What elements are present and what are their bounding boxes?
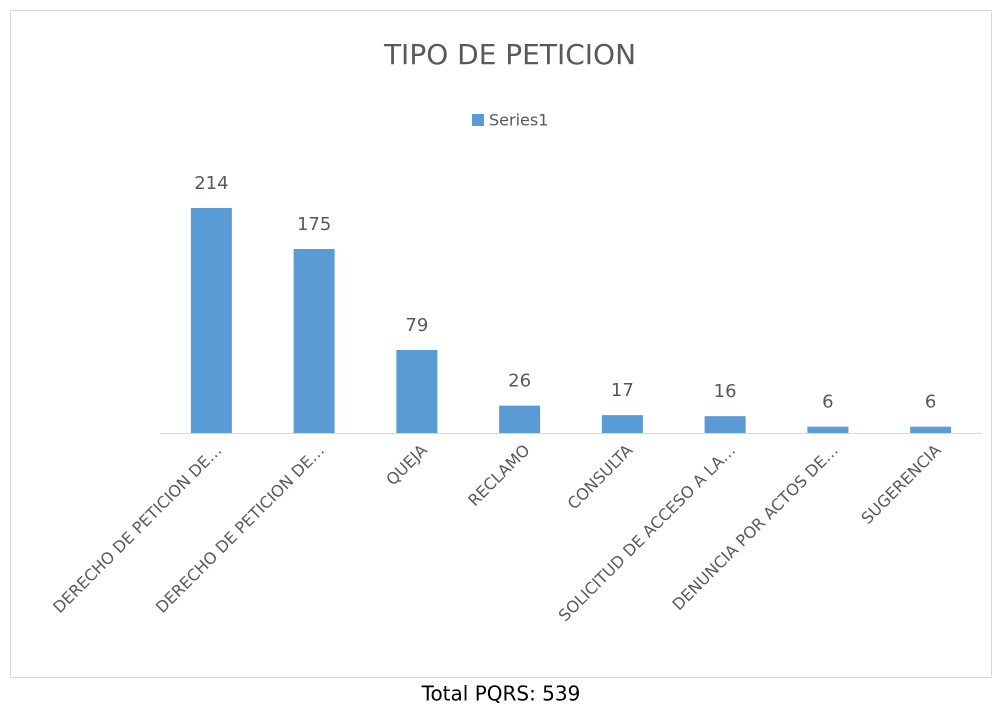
chart-frame (10, 10, 992, 678)
data-label: 16 (714, 381, 737, 402)
bar (293, 249, 335, 433)
legend-swatch (472, 114, 484, 126)
data-label: 214 (194, 173, 228, 194)
bar (601, 415, 643, 433)
bar (704, 416, 746, 433)
data-label: 6 (925, 392, 936, 413)
bar (807, 426, 849, 433)
data-label: 17 (611, 380, 634, 401)
data-label: 6 (822, 392, 833, 413)
legend-label: Series1 (489, 111, 548, 130)
bar (499, 405, 541, 433)
footer: Total PQRS: 539 (421, 682, 581, 706)
data-label: 175 (297, 214, 331, 235)
bar (396, 349, 438, 433)
chart-title: TIPO DE PETICION (383, 38, 636, 71)
bar (190, 208, 232, 433)
data-label: 26 (508, 371, 531, 392)
data-label: 79 (405, 315, 428, 336)
bar (910, 426, 952, 433)
